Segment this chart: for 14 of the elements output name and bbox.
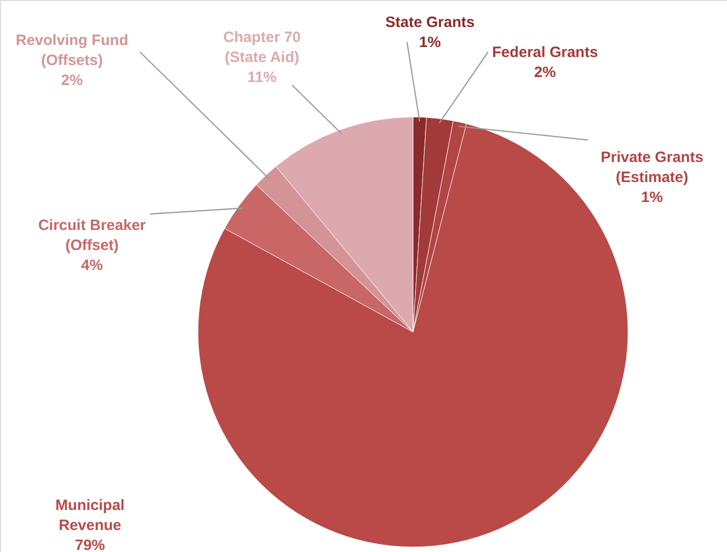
slice-label: Circuit Breaker (Offset) [38, 217, 146, 254]
slice-label: State Grants [385, 14, 475, 31]
data-label: 79% [74, 537, 106, 552]
data-label: 4% [81, 257, 103, 274]
slice-label: Municipal Revenue [55, 497, 125, 534]
data-label: 1% [641, 189, 663, 206]
data-label: 2% [61, 72, 83, 89]
slice-label: Chapter 70 (State Aid) [223, 29, 301, 66]
data-label: 2% [534, 64, 556, 81]
slice-label: Private Grants (Estimate) [600, 149, 704, 186]
data-label: 1% [419, 34, 441, 51]
data-label: 11% [247, 69, 277, 86]
slice-label: Federal Grants [492, 44, 598, 61]
slice-label: Revolving Fund (Offsets) [16, 32, 128, 69]
